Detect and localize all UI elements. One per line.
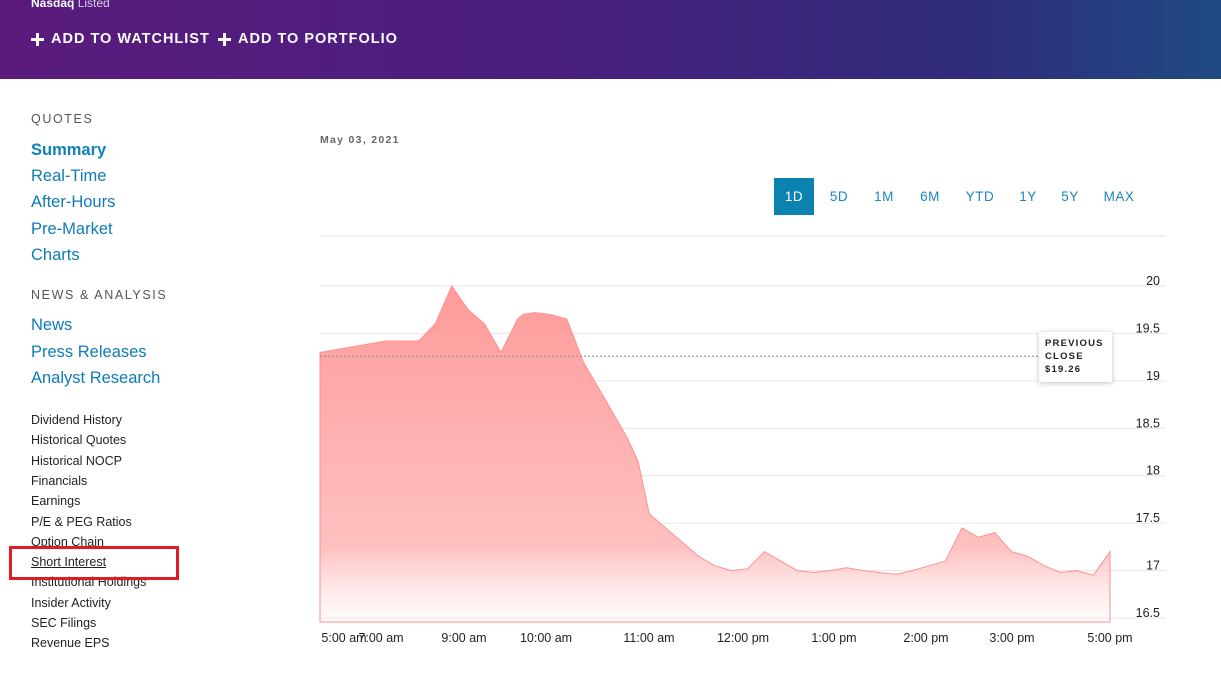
y-tick-label: 16.5: [1136, 606, 1160, 620]
sidebar-item-pre-market[interactable]: Pre-Market: [31, 220, 113, 238]
sidebar-item-summary[interactable]: Summary: [31, 141, 107, 159]
range-button-5y[interactable]: 5Y: [1061, 189, 1079, 204]
sidebar-item-news[interactable]: News: [31, 316, 73, 334]
chart-date: May 03, 2021: [320, 134, 400, 146]
plus-icon: [31, 32, 44, 46]
range-button-ytd[interactable]: YTD: [965, 189, 995, 204]
x-axis-ticks: 5:00 am7:00 am 9:00 am 10:00 am 11:00 am 12:…: [321, 631, 1132, 645]
y-tick-label: 17.5: [1136, 511, 1160, 525]
quote-header: Nasdaq Listed ADD TO WATCHLIST ADD TO PO…: [0, 0, 1221, 79]
y-tick-label: 19: [1146, 369, 1160, 383]
sidebar-link-financials[interactable]: Financials: [31, 474, 88, 488]
listing-suffix: Listed: [77, 0, 110, 10]
sidebar-link-historical-quotes[interactable]: Historical Quotes: [31, 433, 127, 447]
sidebar-link-option-chain[interactable]: Option Chain: [31, 535, 104, 549]
sidebar-link-insider-activity[interactable]: Insider Activity: [31, 596, 111, 610]
x-tick-label: 7:00 am: [358, 631, 403, 645]
sidebar-item-analyst-research[interactable]: Analyst Research: [31, 369, 161, 387]
sidebar-item-real-time[interactable]: Real-Time: [31, 167, 107, 185]
x-tick-label: 9:00 am: [441, 631, 486, 645]
y-tick-label: 18.5: [1136, 416, 1160, 430]
sidebar-link-sec-filings[interactable]: SEC Filings: [31, 616, 97, 630]
range-button-max[interactable]: MAX: [1103, 189, 1135, 204]
short-interest-highlight-box: [9, 546, 179, 580]
x-tick-label: 11:00 am: [623, 631, 674, 645]
add-to-watchlist-button[interactable]: ADD TO WATCHLIST: [31, 29, 210, 49]
sidebar-item-after-hours[interactable]: After-Hours: [31, 193, 116, 211]
quotes-heading: QUOTES: [31, 112, 94, 126]
add-to-portfolio-label: ADD TO PORTFOLIO: [238, 31, 398, 47]
range-button-1m[interactable]: 1M: [874, 189, 894, 204]
sidebar-link-earnings[interactable]: Earnings: [31, 494, 81, 508]
y-tick-label: 18: [1146, 464, 1160, 478]
x-tick-label: 12:00 pm: [717, 631, 769, 645]
range-button-1y[interactable]: 1Y: [1019, 189, 1037, 204]
add-to-portfolio-button[interactable]: ADD TO PORTFOLIO: [218, 29, 398, 49]
y-tick-label: 20: [1146, 274, 1160, 288]
range-button-6m[interactable]: 6M: [920, 189, 940, 204]
sidebar-link-pe-peg-ratios[interactable]: P/E & PEG Ratios: [31, 515, 132, 529]
price-area-series: [319, 284, 1111, 623]
x-tick-label: 1:00 pm: [811, 631, 856, 645]
x-tick-label: 10:00 am: [520, 631, 572, 645]
news-analysis-heading: NEWS & ANALYSIS: [31, 288, 168, 302]
x-tick-label: 3:00 pm: [989, 631, 1034, 645]
previous-close-line1: PREVIOUS: [1045, 338, 1104, 349]
x-tick-label: 5:00 pm: [1087, 631, 1132, 645]
sidebar-link-short-interest[interactable]: Short Interest: [31, 555, 107, 569]
previous-close-line2: CLOSE: [1045, 351, 1084, 362]
sidebar-link-dividend-history[interactable]: Dividend History: [31, 413, 123, 427]
listing-label: Nasdaq Listed: [31, 0, 110, 10]
sidebar-link-revenue-eps[interactable]: Revenue EPS: [31, 636, 110, 650]
add-to-watchlist-label: ADD TO WATCHLIST: [51, 31, 210, 47]
range-button-5d[interactable]: 5D: [829, 189, 849, 204]
plus-icon: [218, 32, 231, 46]
sidebar-link-historical-nocp[interactable]: Historical NOCP: [31, 454, 122, 468]
y-tick-label: 17: [1146, 559, 1160, 573]
chart-area-layer: [319, 284, 1111, 623]
x-tick-label: 5:00 am: [321, 631, 366, 645]
previous-close-tooltip: PREVIOUS CLOSE $19.26: [1039, 332, 1112, 382]
y-axis-ticks: 20 19.5 19 18.5 18 17.5 17 16.5: [1136, 274, 1160, 620]
range-button-1d[interactable]: 1D: [774, 178, 814, 215]
sidebar-item-press-releases[interactable]: Press Releases: [31, 343, 147, 361]
listing-brand: Nasdaq: [31, 0, 75, 10]
previous-close-value: $19.26: [1045, 364, 1082, 375]
y-tick-label: 19.5: [1136, 321, 1160, 335]
sidebar-item-charts[interactable]: Charts: [31, 246, 80, 264]
x-tick-label: 2:00 pm: [903, 631, 948, 645]
